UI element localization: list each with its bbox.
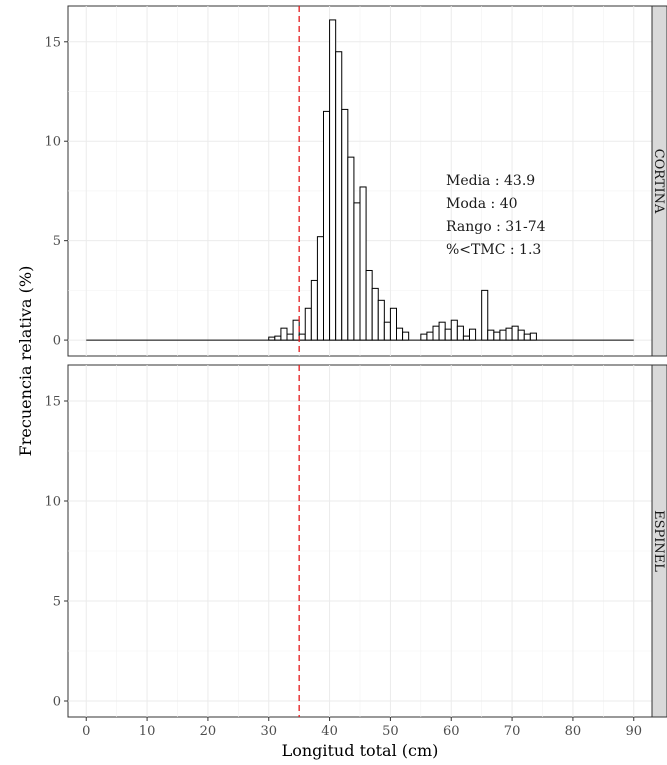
x-axis-title: Longitud total (cm) xyxy=(282,741,439,760)
histogram-bar xyxy=(310,279,318,341)
y-tick-label: 5 xyxy=(53,234,61,249)
x-tick-label: 40 xyxy=(321,724,338,739)
histogram-bar xyxy=(499,329,507,341)
histogram-bar xyxy=(292,319,300,341)
histogram-bar xyxy=(268,336,276,341)
histogram-bar xyxy=(280,327,288,341)
y-ticks-cortina: 0 5 10 15 xyxy=(44,35,68,349)
histogram-bar xyxy=(377,299,385,341)
histogram-bar xyxy=(420,333,428,341)
histogram-bar xyxy=(426,331,434,341)
x-tick-label: 10 xyxy=(139,724,156,739)
x-tick-label: 0 xyxy=(82,724,90,739)
histogram-bar xyxy=(444,328,452,341)
x-tick-label: 20 xyxy=(200,724,217,739)
y-axis-title: Frecuencia relativa (%) xyxy=(16,266,35,457)
stat-rango: Rango : 31-74 xyxy=(446,219,546,235)
x-tick-label: 30 xyxy=(260,724,277,739)
y-tick-label: 15 xyxy=(44,395,61,410)
histogram-bar xyxy=(353,202,361,341)
bars-cortina xyxy=(86,19,634,341)
histogram-bar xyxy=(432,325,440,341)
histogram-bar xyxy=(316,236,324,341)
histogram-bar xyxy=(371,287,379,341)
histogram-bar xyxy=(274,335,282,341)
histogram-bar xyxy=(529,332,537,341)
histogram-bar xyxy=(517,329,525,341)
y-tick-label: 5 xyxy=(53,595,61,610)
stats-annotation: Media : 43.9 Moda : 40 Rango : 31-74 %<T… xyxy=(446,173,546,258)
y-ticks-espinel: 0 5 10 15 xyxy=(44,395,68,710)
histogram-bar xyxy=(469,328,477,341)
x-tick-label: 90 xyxy=(625,724,642,739)
x-tick-label: 50 xyxy=(382,724,399,739)
stat-media: Media : 43.9 xyxy=(446,173,535,189)
histogram-bar xyxy=(341,108,349,341)
histogram-bar xyxy=(462,335,470,341)
histogram-bar xyxy=(329,19,337,341)
histogram-bar xyxy=(450,319,458,341)
x-tick-label: 70 xyxy=(504,724,521,739)
histogram-bar xyxy=(523,333,531,341)
histogram-bar xyxy=(383,321,391,341)
x-tick-label: 60 xyxy=(443,724,460,739)
histogram-bar xyxy=(286,333,294,341)
x-tick-label: 80 xyxy=(565,724,582,739)
histogram-bar xyxy=(493,331,501,341)
histogram-bar xyxy=(396,327,404,341)
histogram-bar xyxy=(359,186,367,341)
panel-cortina: 0 5 10 15 Media : 43.9 Moda : 40 Rango : 31… xyxy=(44,5,667,357)
histogram-bar xyxy=(511,325,519,341)
stat-tmc: %<TMC : 1.3 xyxy=(446,242,541,258)
y-tick-label: 15 xyxy=(44,35,61,50)
histogram-bar xyxy=(402,331,410,341)
y-tick-label: 0 xyxy=(53,334,61,349)
histogram-bar xyxy=(298,333,306,341)
histogram-bar xyxy=(335,51,343,341)
strip-label-cortina: CORTINA xyxy=(651,149,666,214)
histogram-bar xyxy=(304,307,312,341)
histogram-bar xyxy=(438,321,446,341)
grid-espinel xyxy=(68,365,652,717)
panel-espinel: 0 5 10 15 ESPINEL xyxy=(44,364,667,718)
strip-cortina: CORTINA xyxy=(651,5,667,357)
histogram-bar xyxy=(389,307,397,341)
x-axis-ticks: 0 10 20 30 40 50 60 70 80 90 xyxy=(82,717,642,739)
histogram-bar xyxy=(323,110,331,341)
histogram-bar xyxy=(481,289,489,341)
strip-espinel: ESPINEL xyxy=(651,364,667,718)
histogram-bar xyxy=(456,325,464,341)
histogram-bar xyxy=(505,327,513,341)
y-tick-label: 10 xyxy=(44,135,61,150)
strip-label-espinel: ESPINEL xyxy=(651,510,666,572)
stat-moda: Moda : 40 xyxy=(446,196,518,212)
histogram-bar xyxy=(487,329,495,341)
histogram-bar xyxy=(347,156,355,341)
histogram-bar xyxy=(365,269,373,341)
y-tick-label: 10 xyxy=(44,495,61,510)
y-tick-label: 0 xyxy=(53,695,61,710)
